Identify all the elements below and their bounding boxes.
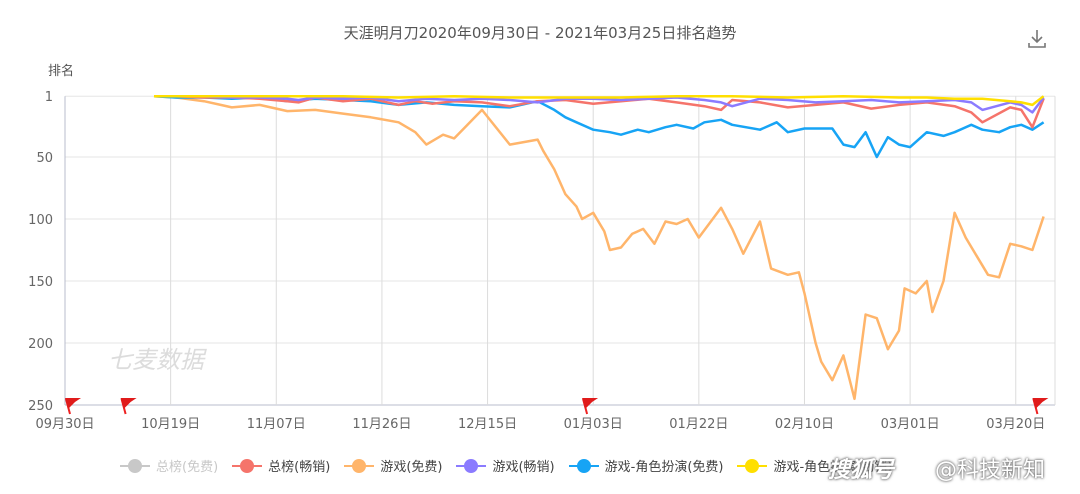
legend-item[interactable]: 游戏(免费): [344, 456, 442, 475]
y-tick-label: 150: [28, 275, 53, 290]
series-line[interactable]: [153, 94, 1045, 401]
download-button[interactable]: [1027, 28, 1047, 50]
grid-lines: [64, 95, 1056, 406]
legend-item[interactable]: 游戏-角色扮演(畅销): [737, 456, 892, 475]
x-tick-label: 09月30日: [35, 417, 94, 432]
x-tick-label: 10月19日: [141, 417, 200, 432]
flag-icon[interactable]: [1032, 398, 1049, 415]
y-tick-label: 200: [28, 337, 53, 352]
legend-marker-icon: [232, 458, 263, 473]
y-tick-label: 250: [28, 399, 53, 414]
flag-icon[interactable]: [65, 398, 81, 415]
legend-marker-icon: [344, 458, 375, 473]
y-tick-label: 50: [36, 151, 53, 166]
x-tick-label: 01月22日: [669, 417, 728, 432]
legend-label: 游戏-角色扮演(免费): [604, 460, 724, 475]
event-flags[interactable]: [65, 398, 1049, 415]
legend: 总榜(免费) 总榜(畅销) 游戏(免费) 游戏(畅销) 游戏-角色扮演(免费) 游戏-角色…: [120, 456, 892, 475]
legend-label: 总榜(畅销): [268, 460, 331, 475]
series-line[interactable]: [154, 94, 1045, 107]
download-icon: [1028, 30, 1046, 48]
y-tick-label: 1: [45, 90, 53, 105]
y-axis-label: 排名: [48, 64, 75, 79]
legend-item[interactable]: 总榜(免费): [120, 456, 218, 475]
x-tick-label: 02月10日: [775, 417, 834, 432]
x-axis-ticks: 09月30日 10月19日 11月07日 11月26日 12月15日 01月03日 01月2…: [35, 417, 1045, 432]
series-line[interactable]: [154, 94, 1045, 114]
legend-marker-icon: [456, 458, 487, 473]
flag-icon[interactable]: [582, 398, 599, 415]
legend-marker-icon: [568, 458, 599, 473]
chart-title: 天涯明月刀2020年09月30日 - 2021年03月25日排名趋势: [343, 24, 737, 42]
chart-watermark: 七麦数据: [108, 346, 207, 374]
legend-label: 总榜(免费): [156, 460, 219, 475]
x-tick-label: 12月15日: [458, 417, 517, 432]
series-lines[interactable]: [153, 94, 1045, 401]
legend-marker-icon: [120, 458, 150, 473]
legend-label: 游戏-角色扮演(畅销): [773, 460, 893, 475]
x-tick-label: 01月03日: [564, 417, 623, 432]
x-tick-label: 03月01日: [881, 417, 940, 432]
x-tick-label: 11月26日: [352, 417, 411, 432]
overlay-watermark-author: @科技新知: [935, 458, 1046, 483]
flag-icon[interactable]: [120, 398, 137, 415]
legend-item[interactable]: 游戏(畅销): [456, 456, 555, 475]
legend-marker-icon: [737, 458, 768, 473]
overlay-watermark-brand: 搜狐号: [828, 458, 895, 483]
legend-item[interactable]: 总榜(畅销): [232, 456, 330, 475]
x-tick-label: 03月20日: [986, 417, 1045, 432]
x-tick-label: 11月07日: [247, 417, 306, 432]
legend-label: 游戏(免费): [380, 460, 443, 475]
y-tick-label: 100: [28, 213, 53, 228]
legend-label: 游戏(畅销): [492, 460, 555, 475]
legend-item[interactable]: 游戏-角色扮演(免费): [568, 456, 724, 475]
